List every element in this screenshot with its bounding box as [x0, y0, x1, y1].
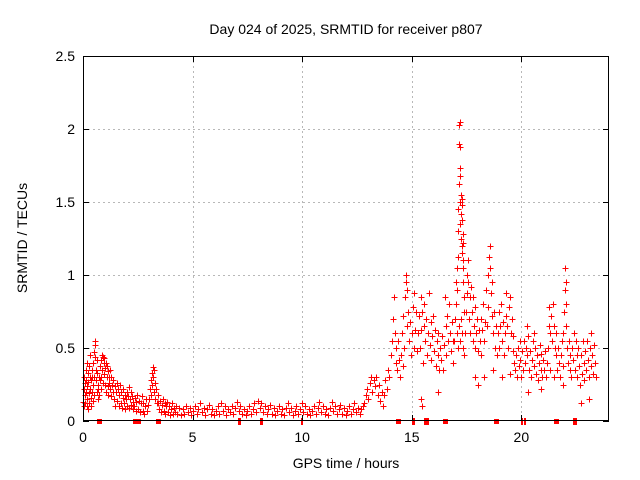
y-tick-label: 0: [67, 413, 75, 429]
zero-tick-marker: [424, 418, 426, 425]
plot-border: [83, 56, 609, 421]
y-tick-label: 2: [67, 121, 75, 137]
zero-tick-marker: [413, 418, 415, 425]
zero-tick-marker: [521, 418, 523, 425]
x-tick-label: 5: [188, 429, 197, 445]
zero-tick-marker: [239, 418, 241, 425]
chart-title: Day 024 of 2025, SRMTID for receiver p80…: [209, 21, 483, 37]
plot-area: [80, 56, 609, 425]
scatter-plus-markers: [80, 119, 600, 419]
zero-tick-marker: [427, 418, 429, 425]
x-axis-label: GPS time / hours: [292, 455, 400, 471]
zero-tick-marker: [524, 418, 526, 425]
flagged-square-marker: [396, 419, 401, 424]
y-tick-label: 0.5: [55, 340, 75, 356]
flagged-square-marker: [554, 419, 559, 424]
y-tick-label: 1: [67, 267, 75, 283]
flagged-square-marker: [156, 419, 161, 424]
x-tick-label: 10: [294, 429, 310, 445]
y-tick-label: 1.5: [55, 194, 75, 210]
flagged-square-marker: [136, 419, 141, 424]
flagged-square-marker: [133, 419, 138, 424]
zero-tick-marker: [301, 418, 303, 425]
x-tick-label: 15: [403, 429, 420, 445]
x-tick-label: 0: [79, 429, 87, 445]
chart-svg: [80, 56, 609, 425]
flagged-square-marker: [97, 419, 102, 424]
y-axis-label: SRMTID / TECUs: [14, 182, 30, 294]
zero-tick-marker: [261, 418, 263, 425]
zero-tick-marker: [573, 418, 575, 425]
flagged-square-marker: [443, 419, 448, 424]
y-tick-label: 2.5: [55, 48, 75, 64]
zero-tick-marker: [575, 418, 577, 425]
flagged-square-marker: [494, 419, 499, 424]
x-tick-label: 20: [513, 429, 530, 445]
